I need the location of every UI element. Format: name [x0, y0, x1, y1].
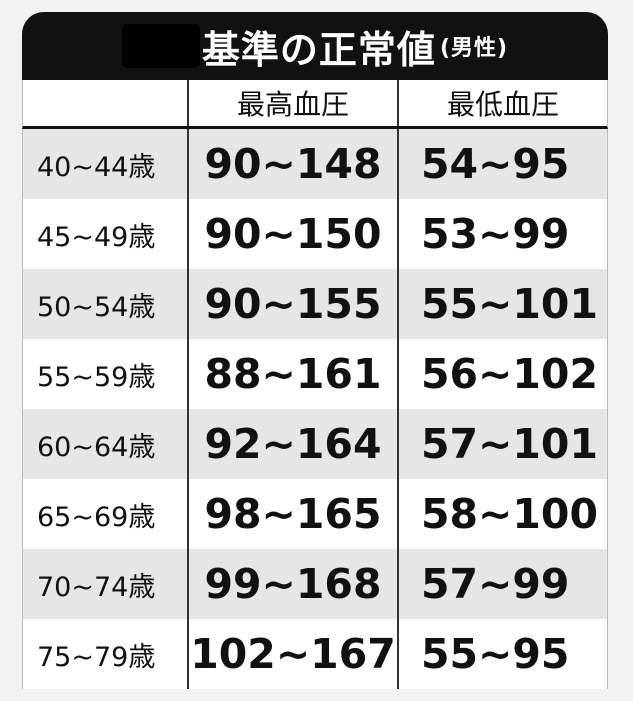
- table-row: 75~79歳 102~167 55~95: [22, 619, 608, 689]
- diastolic-cell: 58~100: [421, 490, 598, 538]
- age-cell: 75~79歳: [23, 619, 189, 689]
- systolic-cell: 90~150: [189, 199, 399, 269]
- header-systolic: 最高血圧: [189, 80, 399, 126]
- diastolic-cell: 55~101: [421, 280, 598, 328]
- diastolic-cell: 57~99: [421, 560, 570, 608]
- age-cell: 45~49歳: [23, 199, 189, 269]
- age-cell: 65~69歳: [23, 479, 189, 549]
- age-cell: 40~44歳: [23, 129, 189, 199]
- title-sub: (男性): [439, 36, 509, 61]
- diastolic-cell: 55~95: [421, 630, 570, 678]
- systolic-cell: 102~167: [189, 619, 399, 689]
- age-cell: 55~59歳: [23, 339, 189, 409]
- systolic-cell: 92~164: [189, 409, 399, 479]
- age-cell: 70~74歳: [23, 549, 189, 619]
- table-row: 50~54歳 90~155 55~101: [22, 269, 608, 339]
- systolic-cell: 98~165: [189, 479, 399, 549]
- header-row: 最高血圧 最低血圧: [22, 80, 608, 129]
- title-main: 基準の正常値: [201, 27, 436, 72]
- blood-pressure-table: 基準の正常値 (男性) 最高血圧 最低血圧 40~44歳 90~148 54~95 4…: [22, 12, 608, 689]
- systolic-cell: 90~155: [189, 269, 399, 339]
- diastolic-cell: 54~95: [421, 140, 570, 188]
- table-row: 40~44歳 90~148 54~95: [22, 129, 608, 199]
- table-row: 55~59歳 88~161 56~102: [22, 339, 608, 409]
- diastolic-cell: 56~102: [421, 350, 598, 398]
- header-diastolic: 最低血圧: [446, 88, 559, 121]
- diastolic-cell: 53~99: [421, 210, 570, 258]
- table-row: 60~64歳 92~164 57~101: [22, 409, 608, 479]
- redacted-block: [121, 24, 200, 68]
- age-cell: 50~54歳: [23, 269, 189, 339]
- table-row: 45~49歳 90~150 53~99: [22, 199, 608, 269]
- table-row: 65~69歳 98~165 58~100: [22, 479, 608, 549]
- age-cell: 60~64歳: [23, 409, 189, 479]
- systolic-cell: 88~161: [189, 339, 399, 409]
- systolic-cell: 99~168: [189, 549, 399, 619]
- header-age: [23, 80, 189, 126]
- diastolic-cell: 57~101: [421, 420, 598, 468]
- table-body: 40~44歳 90~148 54~95 45~49歳 90~150 53~99 50~54歳…: [22, 129, 608, 689]
- systolic-cell: 90~148: [189, 129, 399, 199]
- table-row: 70~74歳 99~168 57~99: [22, 549, 608, 619]
- table-title: 基準の正常値 (男性): [22, 12, 608, 80]
